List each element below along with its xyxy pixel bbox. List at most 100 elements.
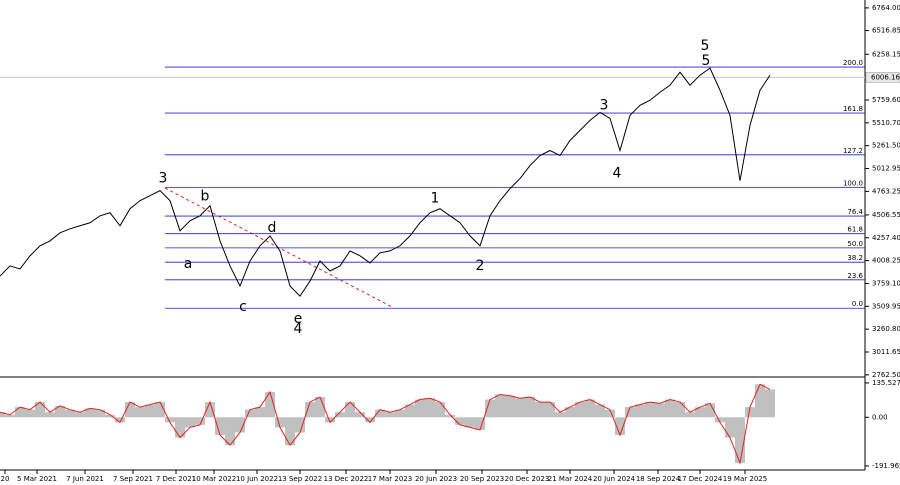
price-line xyxy=(0,67,771,297)
y-tick-label: 5759.60 xyxy=(872,96,900,104)
x-tick-label: 13 Sep 2022 xyxy=(278,475,322,483)
wave-label: 1 xyxy=(431,191,440,207)
oscillator-bar xyxy=(665,399,675,418)
oscillator-bar xyxy=(395,409,405,418)
x-tick-label: 20 xyxy=(1,475,10,483)
y-tick-label: 4506.55 xyxy=(872,211,900,219)
oscillator-bar xyxy=(175,417,185,438)
oscillator-bar xyxy=(545,402,555,418)
oscillator-bar xyxy=(575,402,585,418)
wave-label: 4 xyxy=(294,321,303,337)
oscillator-bar xyxy=(715,417,725,423)
oscillator-bar xyxy=(455,417,465,425)
oscillator-bar xyxy=(95,409,105,418)
oscillator-bar xyxy=(25,409,35,418)
oscillator-bar xyxy=(325,417,335,423)
oscillator-bar xyxy=(745,407,755,418)
oscillator-bar xyxy=(45,412,55,418)
oscillator-bar xyxy=(345,402,355,418)
x-tick-label: 7 Sep 2021 xyxy=(113,475,153,483)
y-tick-label: 5510.70 xyxy=(872,119,900,127)
y-tick-label: 5012.95 xyxy=(872,164,900,172)
oscillator-bar xyxy=(355,412,365,418)
x-tick-label: 13 Dec 2022 xyxy=(324,475,369,483)
oscillator-bar xyxy=(75,412,85,418)
oscillator-bar xyxy=(635,404,645,418)
fib-label: 161.8 xyxy=(843,105,863,113)
oscillator-bar xyxy=(685,412,695,418)
y-tick-label: 5261.50 xyxy=(872,142,900,150)
oscillator-bar xyxy=(235,417,245,433)
x-tick-label: 5 Mar 2021 xyxy=(17,475,57,483)
oscillator-bar xyxy=(465,417,475,428)
oscillator-bar xyxy=(505,395,515,418)
oscillator-bar xyxy=(335,412,345,418)
oscillator-bar xyxy=(195,417,205,425)
y-tick-label: 4257.40 xyxy=(872,234,900,242)
oscillator-bar xyxy=(735,417,745,463)
fib-label: 23.6 xyxy=(847,272,863,280)
oscillator-bar xyxy=(675,402,685,418)
fib-label: 200.0 xyxy=(843,59,863,67)
wave-label: c xyxy=(239,299,247,315)
oscillator-bar xyxy=(135,407,145,418)
fib-label: 127.2 xyxy=(843,147,863,155)
oscillator-bar xyxy=(85,408,95,418)
oscillator-bar xyxy=(305,402,315,418)
oscillator-bar xyxy=(265,391,275,418)
x-tick-label: 7 Jun 2021 xyxy=(66,475,104,483)
wave-label: 5 xyxy=(702,53,711,69)
y-tick-label: 3509.95 xyxy=(872,302,900,310)
wave-label: b xyxy=(201,189,210,205)
oscillator-bar xyxy=(405,404,415,418)
oscillator-bar xyxy=(185,417,195,428)
oscillator-bar xyxy=(225,417,235,446)
oscillator-bar xyxy=(415,399,425,418)
oscillator-bar xyxy=(105,414,115,418)
wave-label: e xyxy=(294,311,303,327)
oscillator-bar xyxy=(565,407,575,418)
wave-label: 3 xyxy=(159,171,168,187)
y-tick-label: 135.527 xyxy=(872,379,900,387)
oscillator-bar xyxy=(595,404,605,418)
oscillator-bar xyxy=(275,417,285,428)
oscillator-bar xyxy=(425,398,435,418)
oscillator-bar xyxy=(725,417,735,438)
oscillator-bar xyxy=(5,414,15,418)
fib-label: 100.0 xyxy=(843,180,863,188)
oscillator-bar xyxy=(475,417,485,430)
fib-label: 38.2 xyxy=(847,254,863,262)
oscillator-bar xyxy=(165,417,175,423)
x-tick-label: 17 Mar 2023 xyxy=(368,475,412,483)
oscillator-bar xyxy=(515,398,525,418)
y-tick-label: 3759.10 xyxy=(872,279,900,287)
oscillator-bar xyxy=(245,409,255,418)
x-tick-label: 10 Mar 2022 xyxy=(192,475,236,483)
y-tick-label: 2762.50 xyxy=(872,371,900,379)
y-tick-label: 6764.00 xyxy=(872,4,900,12)
last-price-box xyxy=(865,72,900,83)
wave-label: d xyxy=(268,220,277,236)
oscillator-bar xyxy=(15,407,25,418)
oscillator-bar xyxy=(765,389,775,418)
wave-label: 4 xyxy=(613,166,622,182)
oscillator-bar xyxy=(155,402,165,418)
oscillator-bar xyxy=(495,394,505,418)
y-tick-label: 6258.15 xyxy=(872,50,900,58)
wave-label: 2 xyxy=(476,258,485,274)
oscillator-bar xyxy=(605,409,615,418)
y-tick-label: 3260.80 xyxy=(872,325,900,333)
x-tick-label: 20 Jun 2023 xyxy=(415,475,457,483)
oscillator-bar xyxy=(655,403,665,418)
oscillator-bar xyxy=(115,417,125,423)
oscillator-bar xyxy=(125,402,135,418)
oscillator-bar xyxy=(385,412,395,418)
oscillator-bar xyxy=(625,407,635,418)
wave-label: 5 xyxy=(701,38,710,54)
x-tick-label: 18 Sep 2024 xyxy=(636,475,681,483)
x-tick-label: 7 Dec 2021 xyxy=(156,475,196,483)
y-tick-label: 6516.85 xyxy=(872,27,900,35)
oscillator-bar xyxy=(705,403,715,418)
x-tick-label: 20 Dec 2023 xyxy=(505,475,550,483)
oscillator-bar xyxy=(215,417,225,436)
